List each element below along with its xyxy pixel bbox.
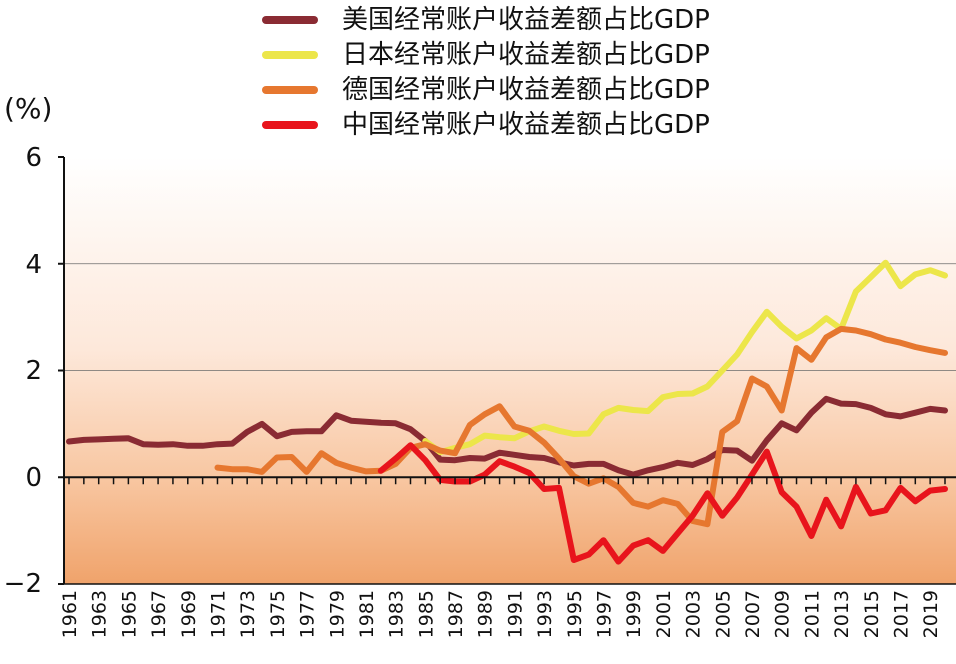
series-lines [66, 259, 948, 565]
x-tick-label: 1995 [564, 590, 586, 638]
legend-item-germany: 德国经常账户收益差额占比GDP [262, 72, 710, 107]
legend-label-germany: 德国经常账户收益差额占比GDP [342, 74, 710, 105]
x-tick-label: 2005 [712, 590, 734, 638]
x-tick-label: 1993 [534, 590, 556, 638]
x-tick-label: 1985 [415, 590, 437, 638]
x-tick-label: 1983 [386, 590, 408, 638]
x-tick-label: 1971 [208, 590, 230, 638]
x-tick-label: 1973 [237, 590, 259, 638]
x-tick-label: 1981 [356, 590, 378, 638]
x-tick-label: 2009 [772, 590, 794, 638]
axes [58, 156, 956, 585]
x-tick-label: 2003 [683, 590, 705, 638]
x-tick-labels: 1961 1963 1965 1967 1969 1971 1973 1975 1977 1979… [59, 590, 942, 638]
x-tick-label: 2015 [861, 590, 883, 638]
legend-swatch-usa [262, 15, 318, 24]
x-tick-label: 2019 [920, 590, 942, 638]
x-tick-label: 1991 [504, 590, 526, 638]
x-tick-label: 2011 [801, 590, 823, 638]
x-tick-label: 1975 [267, 590, 289, 638]
y-tick-label: −2 [3, 569, 42, 599]
x-tick-label: 2001 [653, 590, 675, 638]
x-tick-label: 2017 [891, 590, 913, 638]
x-tick-label: 1967 [148, 590, 170, 638]
legend: 美国经常账户收益差额占比GDP 日本经常账户收益差额占比GDP 德国经常账户收益… [262, 2, 710, 142]
gridlines [64, 263, 956, 371]
x-tick-label: 1999 [623, 590, 645, 638]
legend-label-usa: 美国经常账户收益差额占比GDP [342, 4, 710, 35]
legend-swatch-germany [262, 85, 318, 94]
series-line-0 [66, 395, 948, 478]
x-tick-label: 1989 [475, 590, 497, 638]
x-tick-label: 2007 [742, 590, 764, 638]
x-tick-label: 1979 [326, 590, 348, 638]
x-tick-label: 1963 [89, 590, 111, 638]
legend-label-japan: 日本经常账户收益差额占比GDP [342, 39, 710, 70]
x-tick-label: 1961 [59, 590, 81, 638]
legend-item-usa: 美国经常账户收益差额占比GDP [262, 2, 710, 37]
x-tick-label: 1987 [445, 590, 467, 638]
y-tick-label: 2 [25, 356, 42, 386]
y-tick-label: 4 [25, 250, 42, 280]
legend-item-china: 中国经常账户收益差额占比GDP [262, 107, 710, 142]
legend-label-china: 中国经常账户收益差额占比GDP [342, 109, 710, 140]
legend-swatch-china [262, 120, 318, 129]
series-line-2 [214, 325, 948, 528]
legend-swatch-japan [262, 50, 318, 59]
x-tick-label: 2013 [831, 590, 853, 638]
legend-item-japan: 日本经常账户收益差额占比GDP [262, 37, 710, 72]
series-line-1 [422, 259, 948, 456]
y-tick-label: 0 [25, 463, 42, 493]
y-tick-label: 6 [25, 143, 42, 173]
series-line-3 [377, 442, 948, 565]
x-tick-label: 1997 [594, 590, 616, 638]
y-axis-unit-label: (%) [4, 92, 53, 125]
x-tick-label: 1977 [297, 590, 319, 638]
x-tick-label: 1969 [178, 590, 200, 638]
x-tick-label: 1965 [118, 590, 140, 638]
